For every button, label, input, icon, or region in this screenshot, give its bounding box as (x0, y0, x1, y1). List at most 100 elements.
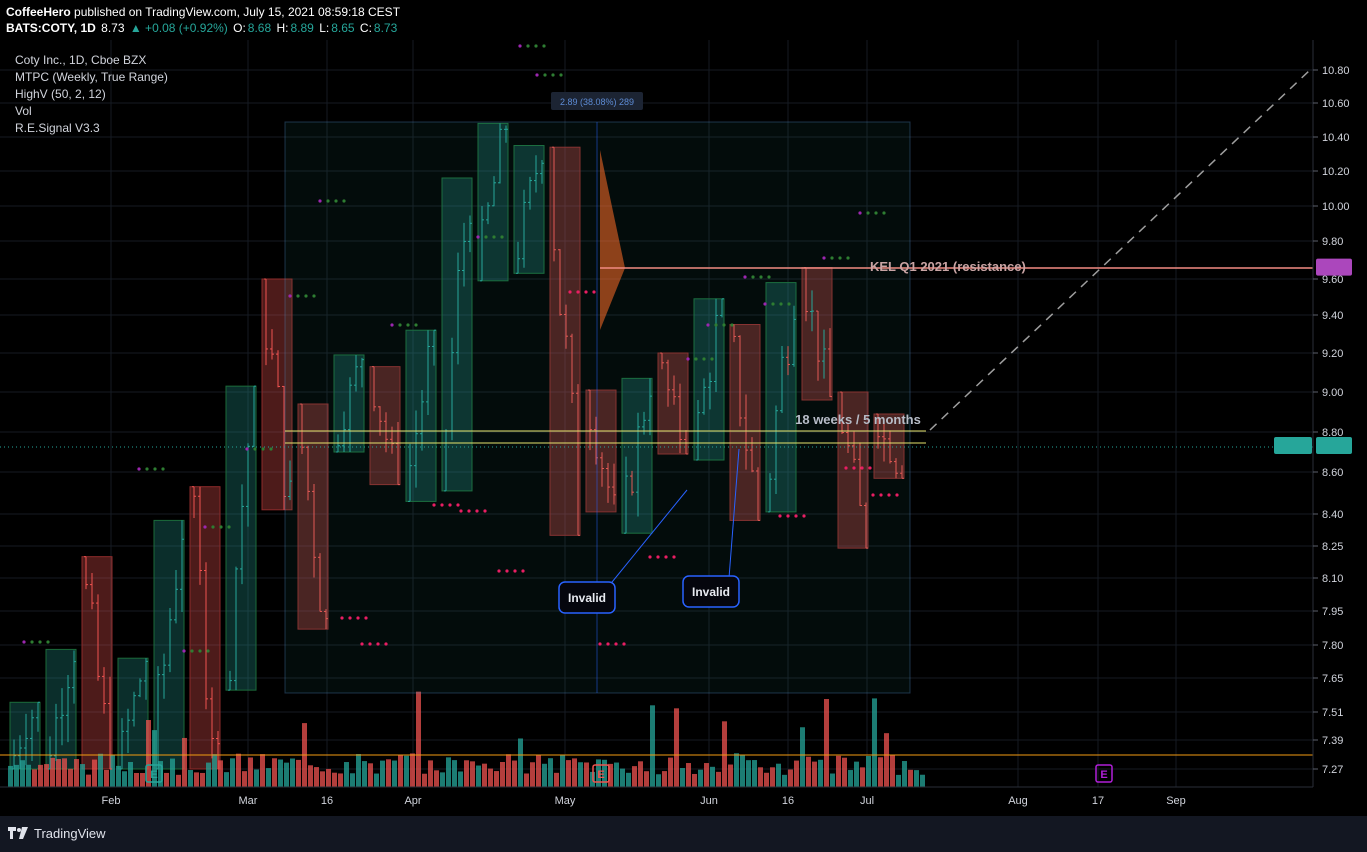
volume-bar (386, 759, 391, 787)
signal-dot (483, 509, 487, 513)
signal-dot (513, 569, 517, 573)
tradingview-brand[interactable]: TradingView (34, 826, 106, 841)
legend-indicator[interactable]: Vol (15, 104, 32, 118)
volume-bar (422, 773, 427, 787)
volume-bar (770, 767, 775, 787)
volume-bar (176, 774, 181, 787)
volume-bar (362, 761, 367, 787)
volume-bar (392, 760, 397, 787)
signal-dot (802, 514, 806, 518)
signal-dot (518, 44, 522, 48)
signal-dot (664, 555, 668, 559)
signal-dot (432, 503, 436, 507)
volume-bar (524, 773, 529, 787)
volume-bar (260, 754, 265, 787)
weekly-box (621, 377, 653, 534)
earnings-icon (145, 764, 163, 783)
signal-dot (334, 199, 338, 203)
signal-dot (342, 199, 346, 203)
volume-bar (374, 773, 379, 787)
volume-bar (242, 771, 247, 787)
measure-label: 2.89 (38.08%) 289 (560, 97, 634, 107)
volume-bar (350, 773, 355, 787)
volume-bar (254, 769, 259, 787)
open-label: O: (233, 21, 246, 35)
volume-bar (560, 754, 565, 787)
signal-dot (686, 357, 690, 361)
legend-indicator[interactable]: HighV (50, 2, 12) (15, 87, 106, 101)
invalid-arrow-1 (607, 489, 688, 588)
time-tick-label: 17 (1092, 795, 1104, 807)
volume-bar (872, 698, 877, 787)
weekly-box (729, 324, 761, 521)
signal-dot (227, 525, 231, 529)
signal-dot (245, 447, 249, 451)
signal-dot (568, 290, 572, 294)
signal-dot (253, 447, 257, 451)
volume-bar (698, 769, 703, 787)
volume-bar (800, 727, 805, 787)
signal-dot (871, 493, 875, 497)
price-change: ▲ +0.08 (+0.92%) (129, 21, 228, 35)
invalid-label: Invalid (568, 591, 606, 605)
price-chart[interactable]: 2.89 (38.08%) 289 KEL Q1 2021 (resistance… (0, 0, 1367, 816)
signal-dot (406, 323, 410, 327)
high-value: 8.89 (290, 21, 314, 35)
signal-dot (879, 493, 883, 497)
earnings-icon: E (150, 769, 157, 781)
price-tick-label: 7.51 (1322, 707, 1343, 719)
weekly-box (801, 267, 833, 401)
signal-dot (521, 569, 525, 573)
signal-dot (672, 555, 676, 559)
volume-bar (644, 771, 649, 787)
price-tick-label: 9.60 (1322, 274, 1343, 286)
chart-grid (0, 40, 1313, 787)
volume-bar (776, 763, 781, 787)
volume-bar (236, 753, 241, 787)
volume-bar (410, 753, 415, 787)
signal-dot (137, 467, 141, 471)
signal-dot (476, 235, 480, 239)
signal-dot (874, 211, 878, 215)
volume-bar (578, 762, 583, 787)
volume-bar (452, 760, 457, 787)
last-price: 8.73 (101, 21, 125, 35)
volume-bar (722, 721, 727, 787)
volume-bar (788, 769, 793, 787)
volume-bar (668, 757, 673, 787)
volume-bar (200, 772, 205, 787)
signal-dot (844, 466, 848, 470)
time-tick-label: May (555, 795, 576, 807)
signal-dot (500, 235, 504, 239)
volume-bar (32, 769, 37, 787)
tradingview-logo-icon[interactable] (8, 825, 28, 841)
weekly-box (189, 486, 221, 770)
trend-projection-line[interactable] (929, 69, 1311, 431)
volume-bar (248, 757, 253, 787)
volume-bar (530, 762, 535, 787)
volume-bar (266, 768, 271, 787)
volume-bar (380, 760, 385, 787)
volume-bar (446, 757, 451, 787)
signal-dot (30, 640, 34, 644)
volume-bar (146, 720, 151, 787)
volume-bar (782, 774, 787, 787)
volume-bar (572, 758, 577, 787)
earnings-icon (592, 764, 610, 783)
weekly-box (513, 145, 545, 274)
time-tick-label: Mar (239, 795, 258, 807)
price-tick-label: 9.80 (1322, 236, 1343, 248)
legend-indicator[interactable]: R.E.Signal V3.3 (15, 121, 100, 135)
high-label: H: (276, 21, 289, 35)
volume-bar (212, 754, 217, 787)
signal-dot (584, 290, 588, 294)
volume-bar (890, 754, 895, 787)
legend-indicator[interactable]: MTPC (Weekly, True Range) (15, 70, 168, 84)
signal-dot (360, 642, 364, 646)
invalid-label: Invalid (692, 585, 730, 599)
symbol-tag (1274, 437, 1312, 454)
published-text: published on TradingView.com, July 15, 2… (74, 5, 401, 19)
price-tick-label: 10.60 (1322, 98, 1350, 110)
publisher-name[interactable]: CoffeeHero (6, 5, 71, 19)
volume-bar (110, 755, 115, 787)
